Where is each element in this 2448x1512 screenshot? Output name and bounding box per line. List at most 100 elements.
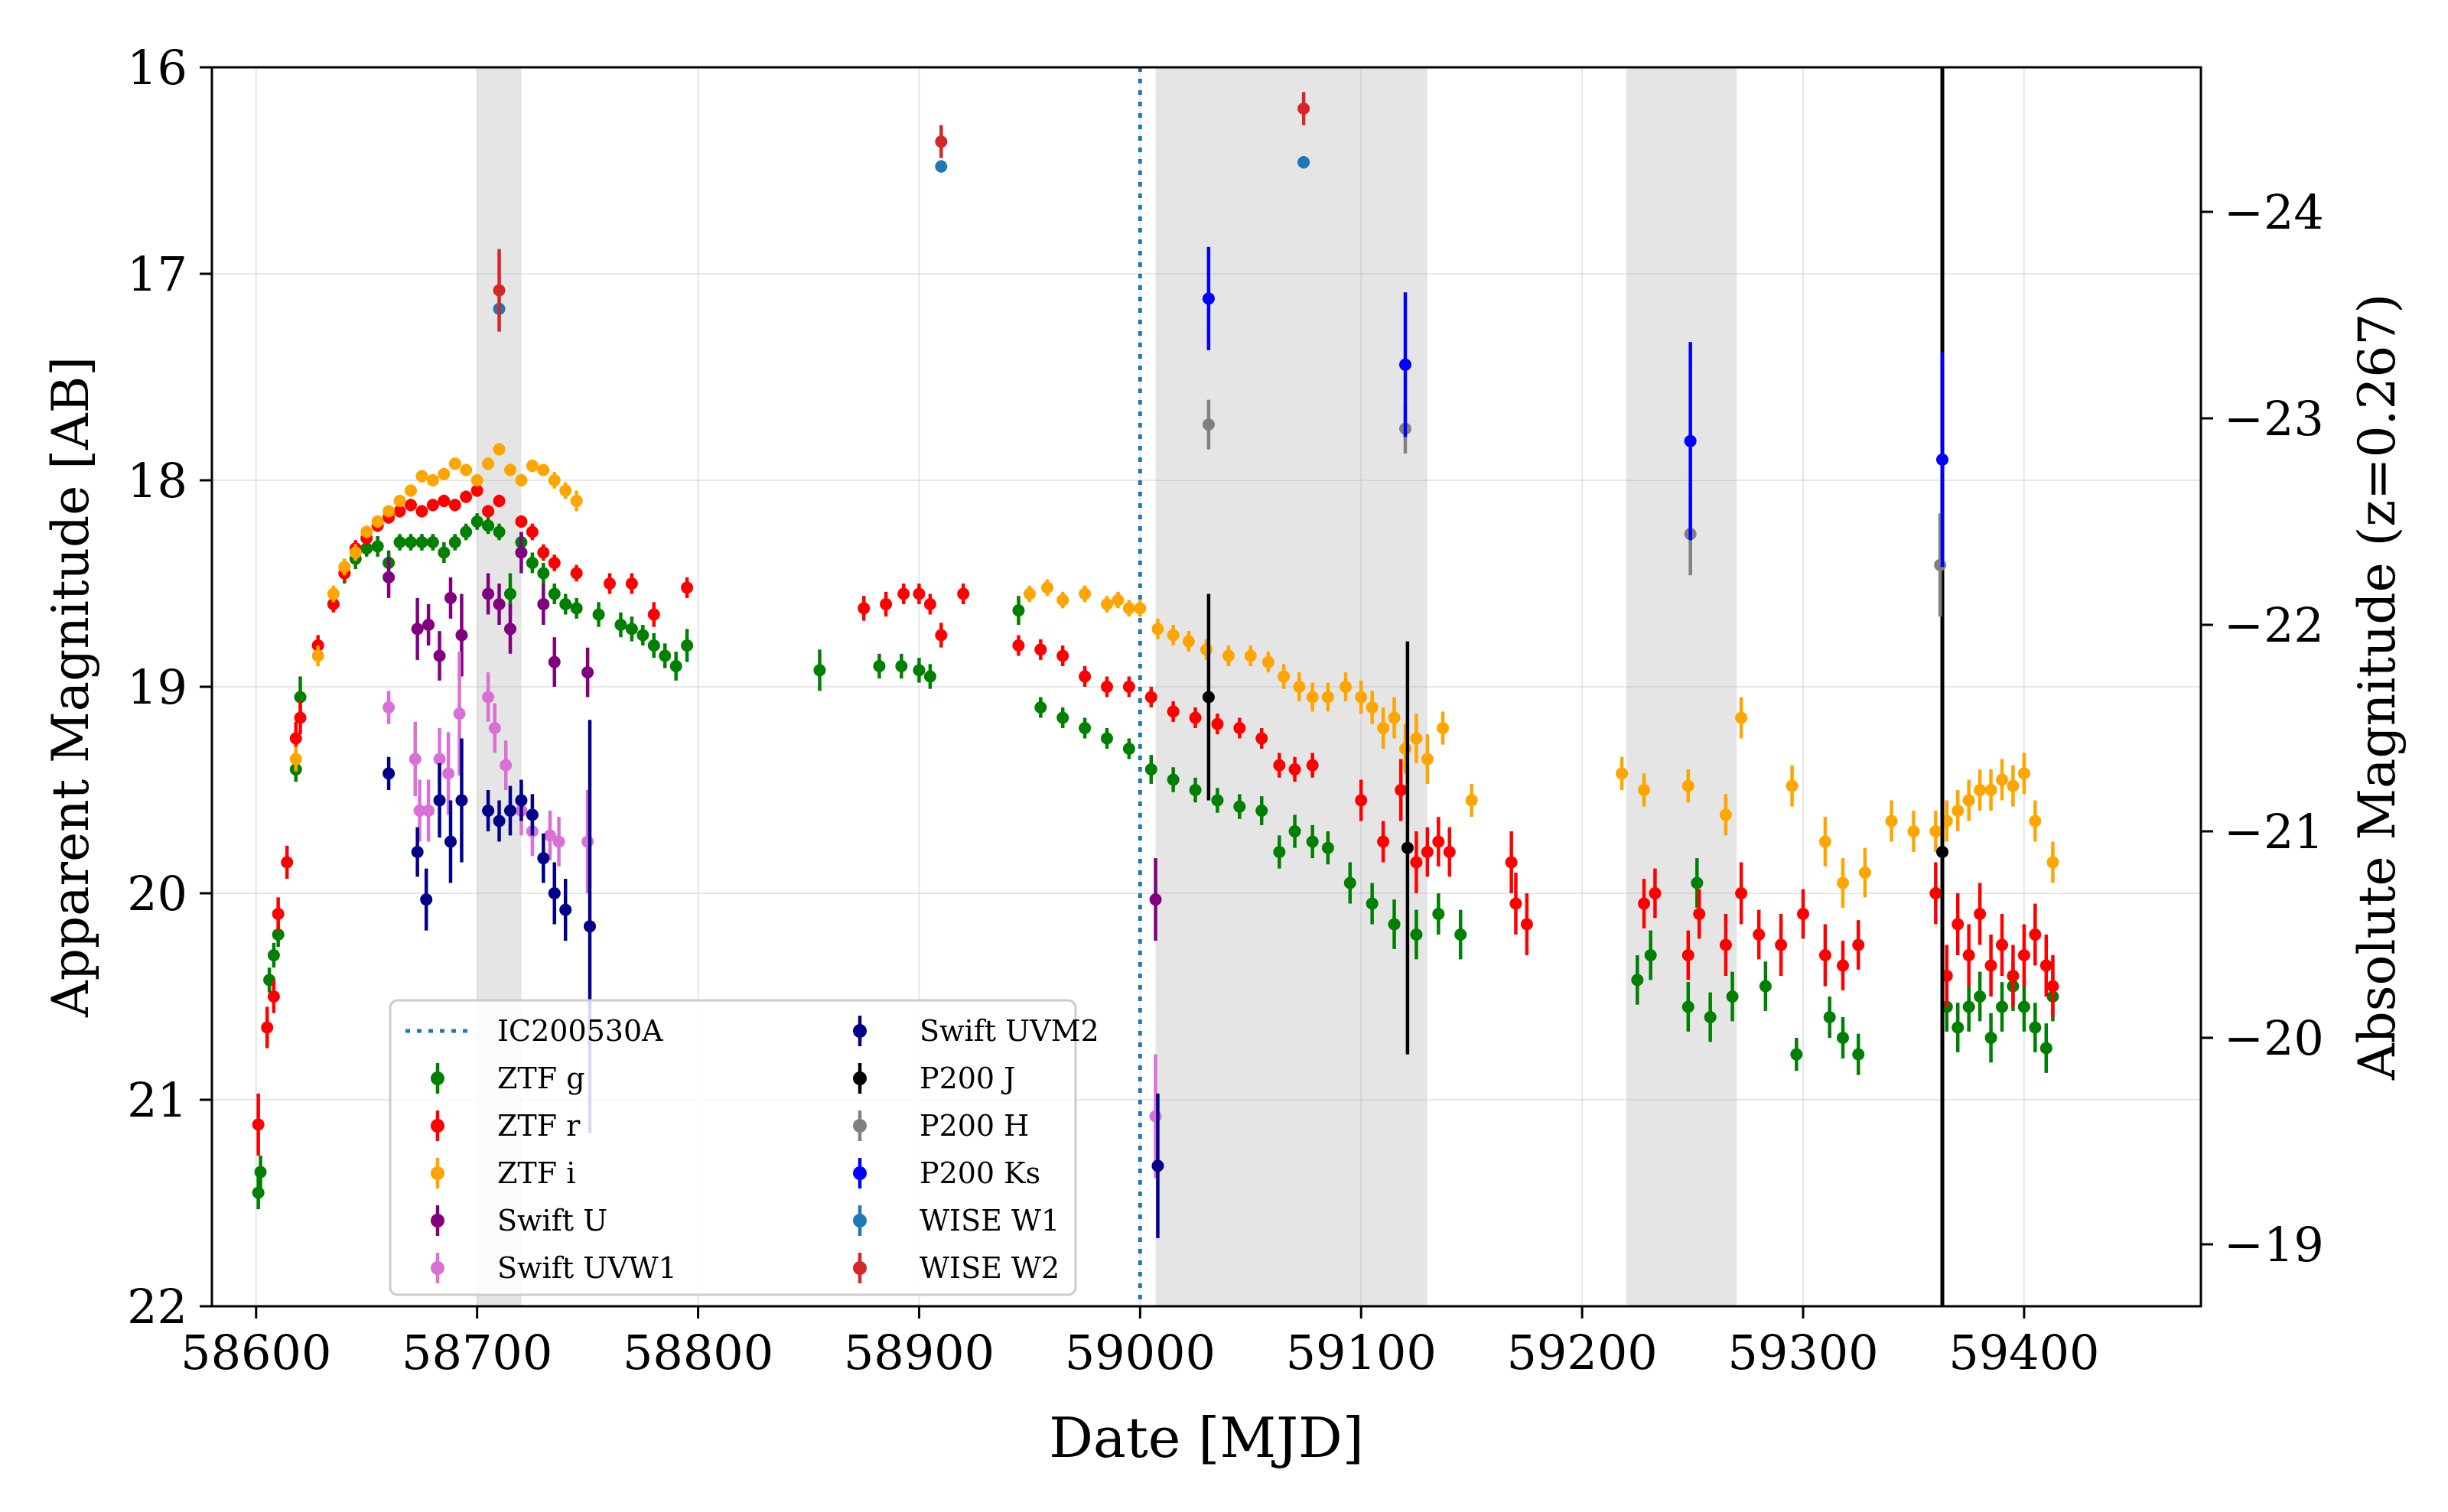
data-point: [393, 495, 406, 507]
data-point: [281, 856, 294, 869]
data-point: [1101, 681, 1113, 693]
data-point: [1355, 691, 1368, 704]
data-point: [559, 484, 572, 497]
data-point: [647, 608, 660, 621]
data-point: [272, 928, 285, 941]
data-point: [1261, 655, 1274, 668]
data-point: [382, 505, 396, 518]
data-point: [433, 649, 446, 662]
data-point: [1202, 292, 1215, 305]
shaded-interval: [1626, 67, 1737, 1306]
y2-tick-label: −20: [2224, 1010, 2324, 1066]
x-axis-label: Date [MJD]: [1049, 1406, 1364, 1470]
series-ztf-i: [289, 443, 2059, 908]
data-point: [1984, 1032, 1997, 1044]
data-point: [482, 519, 495, 532]
data-point: [647, 639, 660, 652]
data-point: [1273, 846, 1286, 858]
data-point: [1151, 623, 1164, 636]
legend-label: WISE W2: [920, 1251, 1060, 1285]
data-point: [1790, 1048, 1803, 1061]
data-point: [1962, 1000, 1975, 1013]
data-point: [1823, 1011, 1836, 1023]
data-point: [2007, 970, 2020, 982]
data-point: [1401, 841, 1414, 854]
data-point: [371, 515, 384, 528]
data-point: [1395, 784, 1408, 796]
data-point: [1189, 711, 1202, 724]
data-point: [1377, 835, 1390, 848]
y-axis-ticks: 16 17 18 19 20 21 22: [127, 40, 212, 1335]
data-point: [327, 587, 340, 600]
data-point: [360, 525, 373, 538]
data-point: [482, 505, 495, 518]
data-point: [913, 664, 926, 677]
legend-marker: [853, 1024, 867, 1038]
data-point: [1907, 825, 1920, 837]
data-point: [1962, 794, 1975, 807]
data-point: [444, 835, 457, 848]
data-point: [1974, 784, 1987, 796]
data-point: [858, 602, 871, 615]
data-point: [470, 515, 483, 528]
legend-label: IC200530A: [497, 1014, 663, 1048]
data-point: [448, 536, 461, 548]
data-point: [415, 505, 428, 518]
data-point: [1012, 639, 1025, 652]
y-tick-label: 19: [127, 659, 187, 715]
data-point: [360, 542, 373, 555]
data-point: [415, 536, 428, 548]
data-point: [1297, 156, 1310, 169]
x-tick-label: 59200: [1506, 1325, 1657, 1380]
data-point: [1996, 773, 2008, 786]
data-point: [1934, 558, 1947, 571]
data-point: [1149, 893, 1162, 906]
data-point: [957, 587, 970, 600]
series-ztf-r: [252, 484, 2059, 1156]
data-point: [349, 546, 362, 559]
data-series: [252, 92, 2059, 1238]
legend-marker: [853, 1071, 867, 1085]
data-point: [592, 608, 605, 621]
legend: IC200530A ZTF g ZTF r ZTF i Swift U Swift UVW…: [389, 999, 1099, 1296]
x-tick-label: 58800: [623, 1325, 773, 1380]
data-point: [1056, 649, 1069, 662]
data-point: [1974, 990, 1987, 1003]
data-point: [1244, 649, 1257, 662]
data-point: [493, 598, 506, 610]
data-point: [659, 649, 672, 662]
data-point: [1984, 784, 1997, 796]
data-point: [504, 463, 516, 476]
data-point: [935, 629, 948, 642]
x-tick-label: 59400: [1948, 1325, 2099, 1380]
x-axis-ticks: 58600 58700 58800 58900 59000 59100 59200 59300…: [181, 1306, 2100, 1380]
data-point: [559, 903, 572, 916]
data-point: [1122, 681, 1135, 693]
legend-label: P200 J: [920, 1062, 1015, 1095]
data-point: [1211, 717, 1224, 730]
data-point: [1202, 691, 1215, 704]
data-point: [426, 474, 439, 486]
data-point: [1306, 759, 1319, 772]
data-point: [1753, 928, 1766, 941]
data-point: [438, 467, 451, 480]
data-point: [1034, 701, 1047, 714]
data-point: [493, 443, 506, 456]
x-tick-label: 59300: [1727, 1325, 1878, 1380]
data-point: [526, 808, 539, 821]
y-tick-label: 22: [127, 1279, 187, 1335]
data-point: [669, 660, 682, 672]
data-point: [1996, 1000, 2008, 1013]
data-point: [548, 587, 561, 600]
data-point: [1321, 841, 1334, 854]
data-point: [2029, 928, 2042, 941]
data-point: [1410, 732, 1423, 745]
data-point: [493, 495, 506, 507]
data-point: [1041, 581, 1053, 594]
data-point: [1399, 743, 1411, 755]
y2-tick-label: −24: [2224, 184, 2324, 240]
data-point: [526, 557, 539, 569]
data-point: [1858, 867, 1871, 879]
data-point: [1852, 1048, 1865, 1061]
